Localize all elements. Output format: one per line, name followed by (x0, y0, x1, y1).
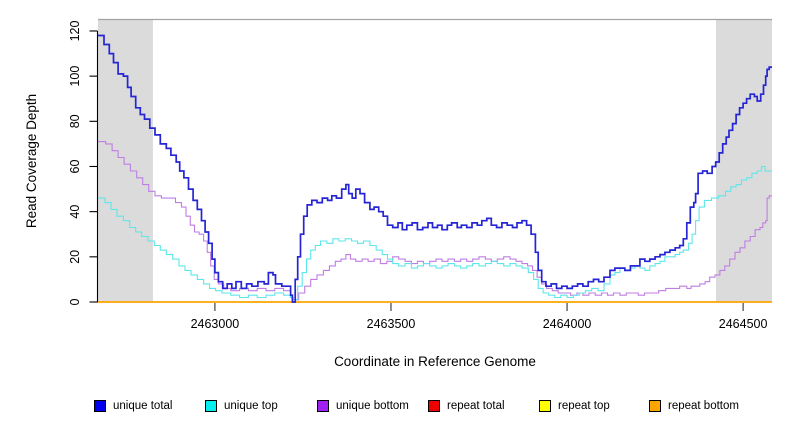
legend-item-unique-top: unique top (205, 398, 278, 414)
legend-item-repeat-top: repeat top (539, 398, 610, 414)
series-unique-total (98, 34, 772, 303)
legend-label: unique top (224, 400, 278, 412)
x-axis-title: Coordinate in Reference Genome (334, 354, 536, 369)
legend-label: repeat total (447, 400, 505, 412)
legend-color-swatch (428, 400, 440, 412)
legend-item-repeat-bottom: repeat bottom (649, 398, 739, 414)
legend-item-unique-total: unique total (94, 398, 172, 414)
legend-item-repeat-total: repeat total (428, 398, 505, 414)
legend-color-swatch (94, 400, 106, 412)
legend-label: unique total (113, 400, 173, 412)
legend-color-swatch (317, 400, 329, 412)
y-tick-label: 80 (68, 114, 82, 128)
repeat-region-right (716, 19, 772, 302)
y-tick-label: 100 (68, 66, 82, 87)
legend-label: unique bottom (336, 400, 409, 412)
legend-color-swatch (205, 400, 217, 412)
legend-label: repeat top (558, 400, 610, 412)
series-unique-bottom (98, 141, 772, 301)
plot-canvas: Coordinate in Reference Genome Read Cove… (24, 18, 772, 369)
legend-label: repeat bottom (668, 400, 739, 412)
y-tick-label: 20 (68, 250, 82, 264)
y-axis-title: Read Coverage Depth (24, 94, 39, 228)
x-tick-label: 2463000 (191, 317, 240, 331)
x-tick-label: 2464500 (719, 317, 768, 331)
series-unique-top (98, 165, 772, 301)
y-tick-label: 40 (68, 205, 82, 219)
y-tick-label: 120 (68, 20, 82, 41)
repeat-region-left (98, 19, 153, 302)
y-tick-label: 60 (68, 159, 82, 173)
y-tick-label: 0 (68, 298, 82, 305)
legend: unique total unique top unique bottom repea… (0, 398, 792, 420)
legend-item-unique-bottom: unique bottom (317, 398, 409, 414)
x-tick-label: 2463500 (367, 317, 416, 331)
x-tick-label: 2464000 (543, 317, 592, 331)
legend-color-swatch (539, 400, 551, 412)
legend-color-swatch (649, 400, 661, 412)
